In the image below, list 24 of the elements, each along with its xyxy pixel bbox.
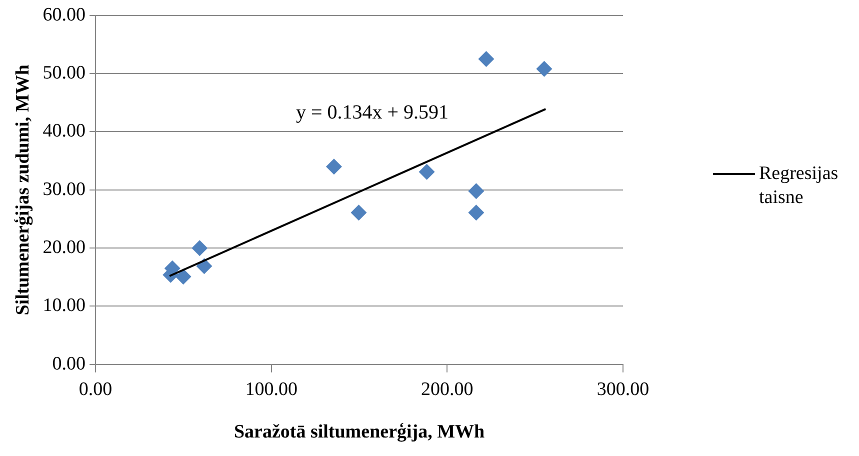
legend-label: Regresijas taisne — [759, 162, 840, 210]
y-tick-label: 10.00 — [42, 295, 86, 316]
point — [468, 183, 484, 200]
point — [350, 204, 367, 221]
x-tick-label: 200.00 — [421, 378, 474, 400]
y-tick-label: 30.00 — [42, 178, 86, 200]
point — [326, 158, 342, 175]
y-tick-label: 60.00 — [42, 4, 86, 26]
y-tick-label: 40.00 — [42, 120, 86, 142]
point — [175, 268, 192, 285]
annotation: y = 0.134x + 9.591 — [296, 101, 449, 124]
x-tick-label: 100.00 — [245, 378, 298, 400]
y-tick-label: 20.00 — [42, 237, 86, 258]
x-tick-label: 300.00 — [596, 378, 650, 400]
point — [478, 51, 494, 68]
x-tick-label: 0.00 — [78, 378, 112, 400]
x-axis-title: Saražotā siltumenerģija, MWh — [234, 422, 486, 443]
y-tick-label: 0.00 — [52, 353, 86, 374]
point — [468, 204, 484, 221]
point — [192, 240, 208, 256]
point — [536, 60, 552, 77]
y-tick-label: 50.00 — [42, 62, 86, 84]
point — [418, 164, 435, 180]
y-axis-title: Siltumenerģijas zudumi, MWh — [12, 64, 34, 316]
